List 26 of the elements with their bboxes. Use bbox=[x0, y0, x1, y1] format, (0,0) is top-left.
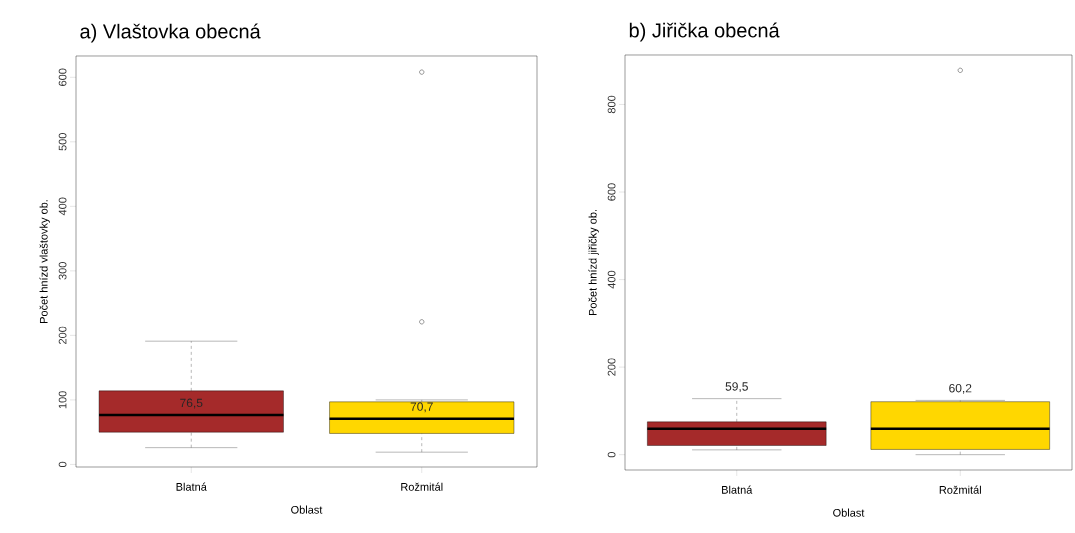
y-axis-title: Počet hnízd jiřičky ob. bbox=[588, 210, 599, 316]
x-tick-label: Blatná bbox=[722, 485, 753, 494]
y-tick-label: 400 bbox=[58, 197, 67, 216]
annotation: 70,7 bbox=[410, 402, 433, 413]
y-tick-label: 600 bbox=[607, 183, 616, 201]
x-tick-label: Blatná bbox=[176, 482, 207, 491]
annotation: 60,2 bbox=[949, 383, 972, 394]
y-tick-label: 300 bbox=[58, 262, 67, 280]
y-tick-label: 100 bbox=[58, 391, 67, 409]
y-tick-label: 200 bbox=[58, 326, 67, 344]
y-tick-label: 0 bbox=[607, 452, 616, 458]
y-tick-label: 800 bbox=[607, 95, 616, 114]
y-tick-label: 400 bbox=[607, 270, 616, 289]
chart-title: a) Vlaštovka obecná bbox=[80, 23, 261, 43]
x-axis-title: Oblast bbox=[291, 505, 323, 514]
x-tick-label: Rožmitál bbox=[401, 482, 443, 491]
y-tick-label: 500 bbox=[58, 133, 67, 151]
y-tick-label: 600 bbox=[58, 68, 67, 86]
y-axis-title: Počet hnízd vlaštovky ob. bbox=[39, 200, 50, 323]
annotation: 76,5 bbox=[180, 398, 203, 409]
x-tick-label: Rožmitál bbox=[939, 485, 981, 494]
y-tick-label: 200 bbox=[607, 358, 616, 376]
x-axis-title: Oblast bbox=[833, 508, 865, 517]
annotation: 59,5 bbox=[725, 382, 748, 393]
y-tick-label: 0 bbox=[58, 461, 67, 468]
chart-title: b) Jiřička obecná bbox=[629, 22, 780, 42]
